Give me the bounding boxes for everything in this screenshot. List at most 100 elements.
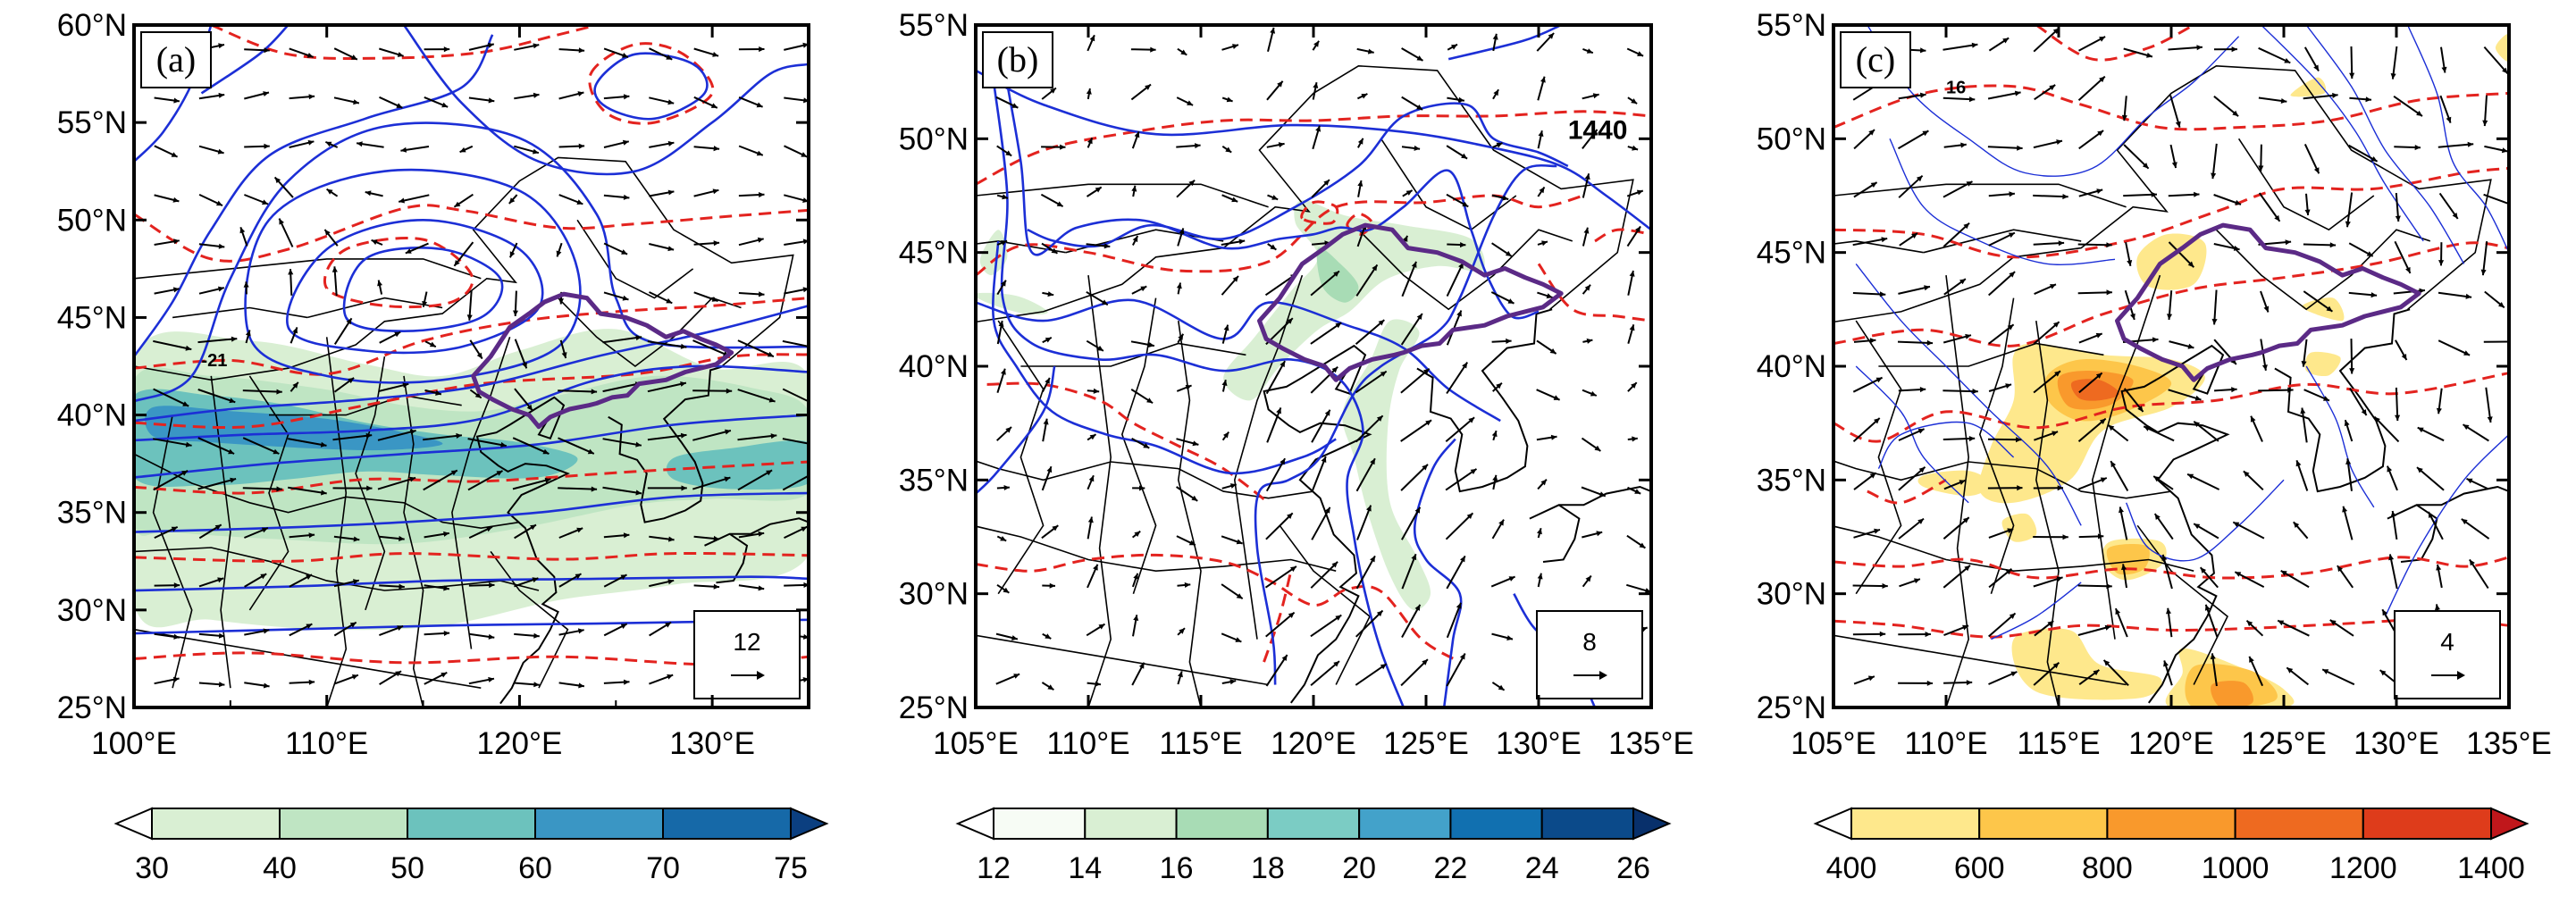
y-tick-label: 45°N [899, 236, 969, 271]
wind-vector-head [533, 43, 540, 49]
wind-vector-head [2263, 306, 2270, 313]
wind-vector-head [1003, 587, 1010, 593]
wind-vector-head [759, 291, 765, 297]
colorbar-box [1540, 808, 1634, 840]
wind-vector [1897, 340, 1934, 345]
wind-vector-head [1870, 182, 1877, 188]
wind-vector-head [1498, 684, 1505, 691]
wind-vector [1400, 658, 1429, 687]
wind-vector-head [1056, 201, 1063, 207]
blue-contour [342, 247, 504, 333]
wind-vector-head [1591, 130, 1598, 136]
wind-vector-head [2501, 147, 2508, 154]
wind-vector-head [2235, 199, 2241, 205]
colorbar-box [1084, 808, 1178, 840]
wind-vector-head [711, 297, 718, 302]
wind-vector-head [292, 381, 298, 389]
wind-vector-head [2014, 90, 2021, 96]
blue-contour [1889, 138, 2116, 265]
wind-vector-head [2196, 45, 2203, 51]
study-region-outline [2115, 222, 2421, 382]
wind-vector [1445, 468, 1478, 491]
wind-vector-head [263, 91, 269, 96]
wind-vector-head [1060, 144, 1066, 150]
wind-vector-head [544, 477, 551, 483]
wind-vector-head [1586, 338, 1593, 344]
wind-vector-head [1335, 322, 1342, 329]
wind-vector-head [1879, 631, 1886, 637]
wind-vector-head [1963, 222, 1970, 230]
wind-vector-head [513, 310, 518, 316]
wind-vector-head [1460, 242, 1466, 248]
wind-vector-head [1095, 187, 1102, 193]
wind-vector [1355, 457, 1376, 492]
province-border [1087, 275, 1112, 707]
wind-vector-head [400, 146, 407, 153]
wind-vector [377, 476, 416, 490]
y-tick-label: 55°N [1757, 8, 1826, 43]
wind-vector-head [1629, 324, 1635, 331]
wind-vector [1446, 362, 1469, 395]
red-dashed-contour [134, 297, 809, 376]
wind-vector-head [2329, 242, 2337, 248]
y-tick-label: 30°N [1757, 577, 1826, 612]
province-border [576, 219, 694, 299]
blue-contour [200, 25, 289, 95]
wind-vector-head [1917, 518, 1924, 524]
colorbar-label: 24 [1525, 851, 1559, 885]
wind-vector-head [558, 298, 564, 305]
wind-vector-head [2498, 302, 2505, 308]
wind-vector-head [1000, 536, 1007, 541]
wind-vector-head [1357, 138, 1364, 145]
y-tick-label: 45°N [57, 300, 127, 335]
wind-vector-head [1043, 418, 1049, 425]
wind-vector-head [756, 102, 763, 108]
province-border [1833, 634, 2127, 686]
shaded-region [2070, 379, 2119, 401]
wind-vector-head [1506, 338, 1512, 344]
wind-vector [647, 433, 687, 441]
wind-vector-head [1150, 46, 1156, 53]
wind-vector-head [218, 632, 225, 639]
wind-vector [1446, 602, 1462, 639]
wind-vector-head [2502, 67, 2508, 74]
wind-vector-head [239, 227, 246, 234]
wind-vector-head [1916, 175, 1923, 182]
wind-vector [1310, 270, 1340, 297]
wind-vector-head [1962, 624, 1969, 631]
wind-vector-head [1324, 409, 1330, 416]
x-tick-label: 105°E [933, 726, 1019, 761]
wind-vector-head [1098, 624, 1105, 630]
wind-vector-head [1925, 632, 1931, 638]
wind-vector-head [2146, 52, 2152, 58]
wind-vector [2211, 143, 2218, 180]
wind-vector-head [350, 54, 357, 60]
wind-vector-head [2050, 284, 2056, 289]
red-dashed-contour [1867, 478, 1947, 505]
wind-vector-head [1919, 387, 1926, 393]
x-tick-label: 135°E [2466, 726, 2552, 761]
wind-vector [1445, 416, 1475, 443]
wind-vector [2110, 460, 2129, 491]
wind-vector-head [1103, 243, 1111, 249]
panel-label: (c) [1856, 39, 1895, 80]
wind-vector-head [2250, 415, 2256, 423]
wind-vector-head [1270, 27, 1276, 34]
wind-vector-head [1458, 96, 1464, 103]
wind-vector-head [2200, 567, 2207, 573]
colorbar-box [2362, 808, 2493, 840]
wind-vector [197, 437, 235, 455]
wind-vector-head [1180, 49, 1187, 55]
wind-vector-head [726, 388, 733, 394]
wind-vector-head [2009, 613, 2016, 619]
wind-vector [2077, 417, 2107, 442]
coastline [704, 517, 809, 547]
wind-vector-head [1867, 675, 1875, 682]
wind-vector [2301, 407, 2308, 443]
wind-vector-head [1052, 525, 1059, 532]
wind-vector [2033, 370, 2061, 394]
wind-vector-head [488, 676, 494, 682]
wind-vector [467, 438, 507, 448]
wind-vector-head [1506, 635, 1513, 640]
colorbar-max-triangle [790, 807, 829, 841]
